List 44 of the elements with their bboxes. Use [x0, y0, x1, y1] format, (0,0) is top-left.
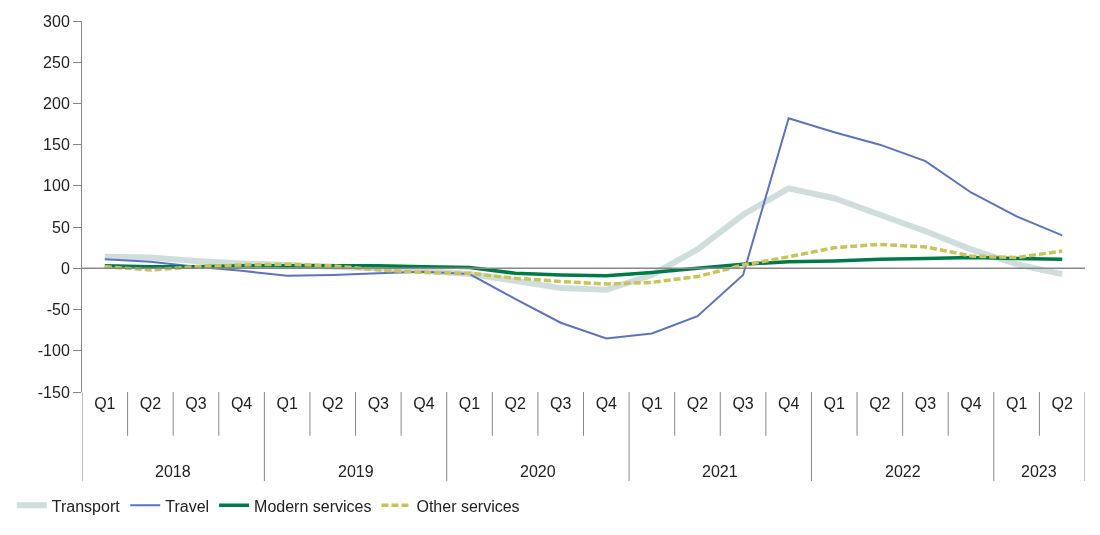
x-tick-label: Q4	[777, 395, 800, 412]
x-tick-label: Q1	[458, 395, 481, 412]
x-tick-label: Q1	[94, 395, 116, 412]
x-tick-label: Q1	[1005, 395, 1028, 412]
line-series	[103, 117, 1064, 340]
y-tick-label: -150	[37, 383, 70, 401]
line-series	[103, 242, 1064, 286]
x-tick-label: Q3	[914, 395, 937, 412]
x-tick-label: Q1	[276, 395, 298, 412]
text: 2020	[520, 463, 556, 480]
text: 2022	[885, 463, 921, 480]
x-tick-label: Q2	[1051, 395, 1073, 412]
y-tick-label: -100	[37, 342, 70, 360]
text: 2023	[1021, 463, 1057, 480]
legend-label: Travel	[165, 497, 210, 515]
legend-label: Transport	[51, 497, 121, 515]
x-tick-label: Q4	[413, 395, 435, 412]
x-tick-label: Q2	[686, 395, 709, 412]
y-tick-label: -50	[46, 301, 70, 319]
x-tick-label: Q1	[823, 395, 846, 412]
x-tick-label: Q4	[595, 395, 618, 412]
text: 2018	[155, 463, 191, 480]
y-tick-label: 50	[52, 218, 70, 236]
y-tick-label: 200	[43, 95, 70, 113]
x-tick-label: Q2	[869, 395, 891, 412]
x-tick-label: Q4	[230, 395, 253, 412]
x-tick-label: Q2	[504, 395, 526, 412]
x-tick-label: Q2	[139, 395, 162, 412]
x-tick-label: Q3	[732, 395, 754, 412]
y-tick-label: 300	[43, 12, 70, 30]
legend-label: Modern services	[254, 497, 372, 515]
x-tick-label: Q1	[641, 395, 663, 412]
text: 2019	[338, 463, 374, 480]
y-tick-label: 0	[60, 259, 70, 277]
x-tick-label: Q3	[550, 395, 572, 412]
y-tick-label: 150	[43, 136, 70, 154]
y-tick-label: 100	[43, 177, 70, 195]
text: 2021	[702, 463, 738, 480]
y-tick-label: 250	[43, 53, 70, 71]
x-tick-label: Q2	[322, 395, 344, 412]
x-tick-label: Q3	[185, 395, 207, 412]
x-tick-label: Q3	[367, 395, 390, 412]
x-tick-label: Q4	[960, 395, 982, 412]
legend-label: Other services	[416, 497, 520, 515]
